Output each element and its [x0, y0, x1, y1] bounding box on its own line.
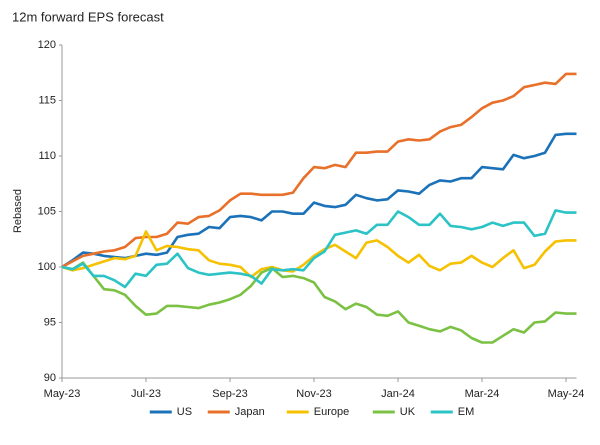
- y-tick-label: 100: [38, 261, 56, 273]
- legend-label: EM: [458, 406, 475, 418]
- chart-title: 12m forward EPS forecast: [12, 9, 164, 24]
- series-line: [61, 230, 577, 279]
- y-axis-label: Rebased: [12, 189, 24, 233]
- series-line: [61, 132, 577, 269]
- y-tick-label: 110: [38, 150, 56, 162]
- y-tick-label: 105: [38, 205, 56, 217]
- x-tick-label: Jan-24: [381, 388, 415, 400]
- x-tick-label: Nov-23: [296, 388, 331, 400]
- x-tick-label: Sep-23: [212, 388, 247, 400]
- x-tick-label: Mar-24: [465, 388, 500, 400]
- legend-label: UK: [400, 406, 416, 418]
- series-line: [61, 72, 577, 269]
- legend-label: Japan: [235, 406, 265, 418]
- legend-label: Europe: [314, 406, 349, 418]
- y-tick-label: 120: [38, 39, 56, 51]
- y-tick-label: 95: [44, 316, 56, 328]
- x-tick-label: May-24: [548, 388, 585, 400]
- series-line: [61, 261, 577, 344]
- y-tick-label: 90: [44, 372, 56, 384]
- x-tick-label: May-23: [44, 388, 81, 400]
- x-tick-label: Jul-23: [131, 388, 161, 400]
- legend-label: US: [177, 406, 192, 418]
- series-line: [61, 209, 577, 289]
- y-tick-label: 115: [38, 94, 56, 106]
